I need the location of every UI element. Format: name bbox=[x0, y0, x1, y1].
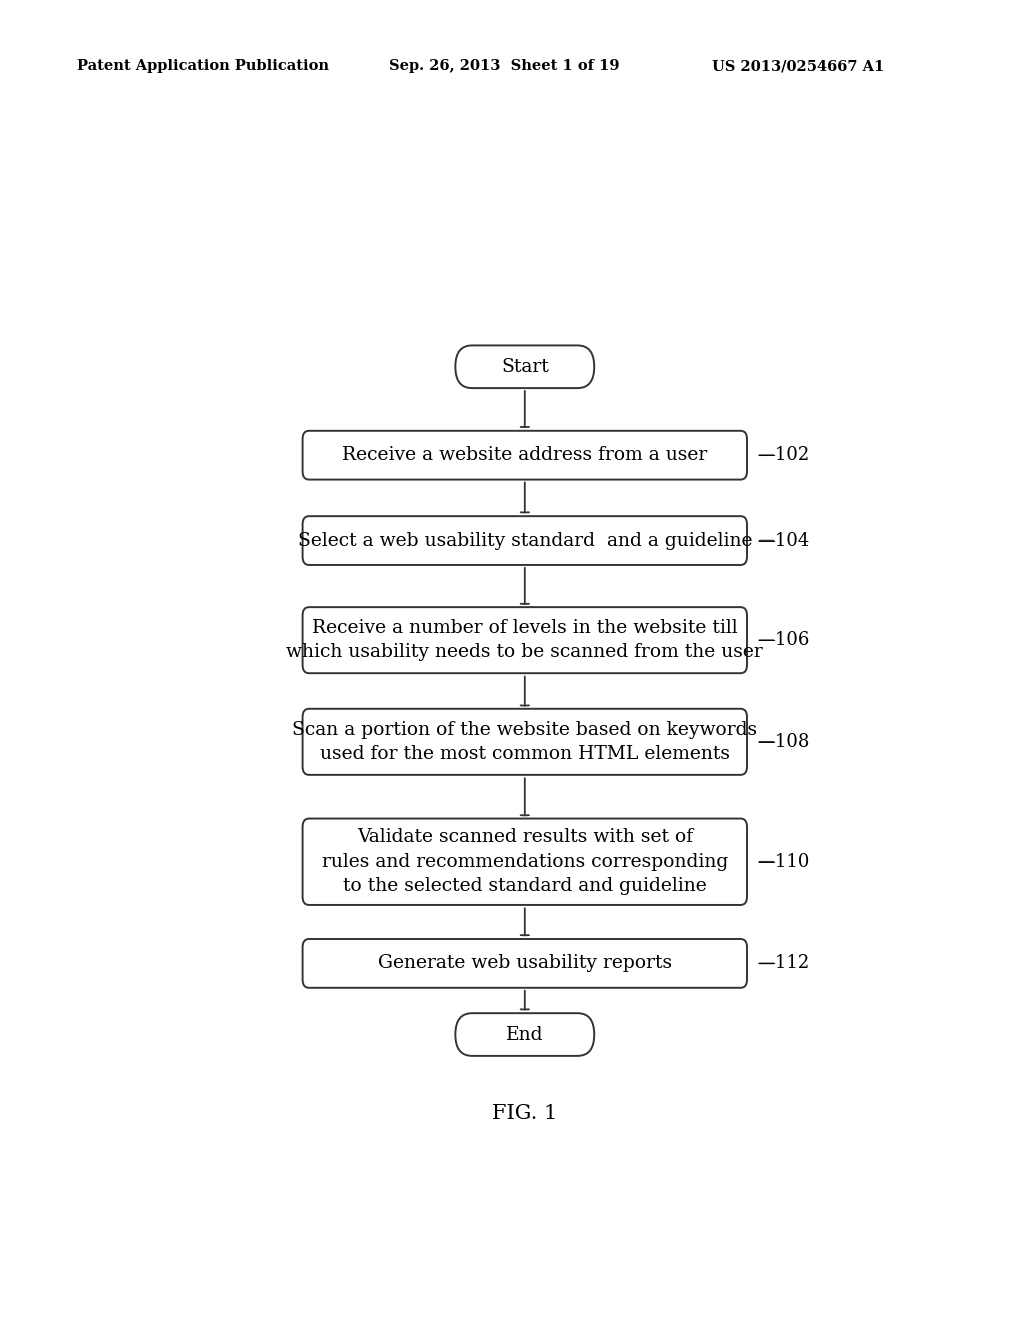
Text: —104: —104 bbox=[758, 532, 810, 549]
FancyBboxPatch shape bbox=[303, 818, 748, 906]
Text: —112: —112 bbox=[758, 954, 810, 973]
FancyBboxPatch shape bbox=[303, 709, 748, 775]
Text: Patent Application Publication: Patent Application Publication bbox=[77, 59, 329, 74]
Text: Start: Start bbox=[501, 358, 549, 376]
Text: Sep. 26, 2013  Sheet 1 of 19: Sep. 26, 2013 Sheet 1 of 19 bbox=[389, 59, 620, 74]
Text: Select a web usability standard  and a guideline: Select a web usability standard and a gu… bbox=[298, 532, 752, 549]
Text: Validate scanned results with set of
rules and recommendations corresponding
to : Validate scanned results with set of rul… bbox=[322, 829, 728, 895]
Text: Receive a website address from a user: Receive a website address from a user bbox=[342, 446, 708, 465]
Text: —106: —106 bbox=[758, 631, 810, 649]
FancyBboxPatch shape bbox=[303, 939, 748, 987]
FancyBboxPatch shape bbox=[303, 430, 748, 479]
Text: Generate web usability reports: Generate web usability reports bbox=[378, 954, 672, 973]
Text: Scan a portion of the website based on keywords
used for the most common HTML el: Scan a portion of the website based on k… bbox=[292, 721, 758, 763]
FancyBboxPatch shape bbox=[456, 346, 594, 388]
Text: US 2013/0254667 A1: US 2013/0254667 A1 bbox=[712, 59, 884, 74]
Text: FIG. 1: FIG. 1 bbox=[493, 1105, 557, 1123]
Text: —108: —108 bbox=[758, 733, 810, 751]
FancyBboxPatch shape bbox=[303, 607, 748, 673]
FancyBboxPatch shape bbox=[303, 516, 748, 565]
Text: End: End bbox=[506, 1026, 544, 1044]
FancyBboxPatch shape bbox=[456, 1014, 594, 1056]
Text: —110: —110 bbox=[758, 853, 810, 871]
Text: —102: —102 bbox=[758, 446, 810, 465]
Text: Receive a number of levels in the website till
which usability needs to be scann: Receive a number of levels in the websit… bbox=[287, 619, 763, 661]
